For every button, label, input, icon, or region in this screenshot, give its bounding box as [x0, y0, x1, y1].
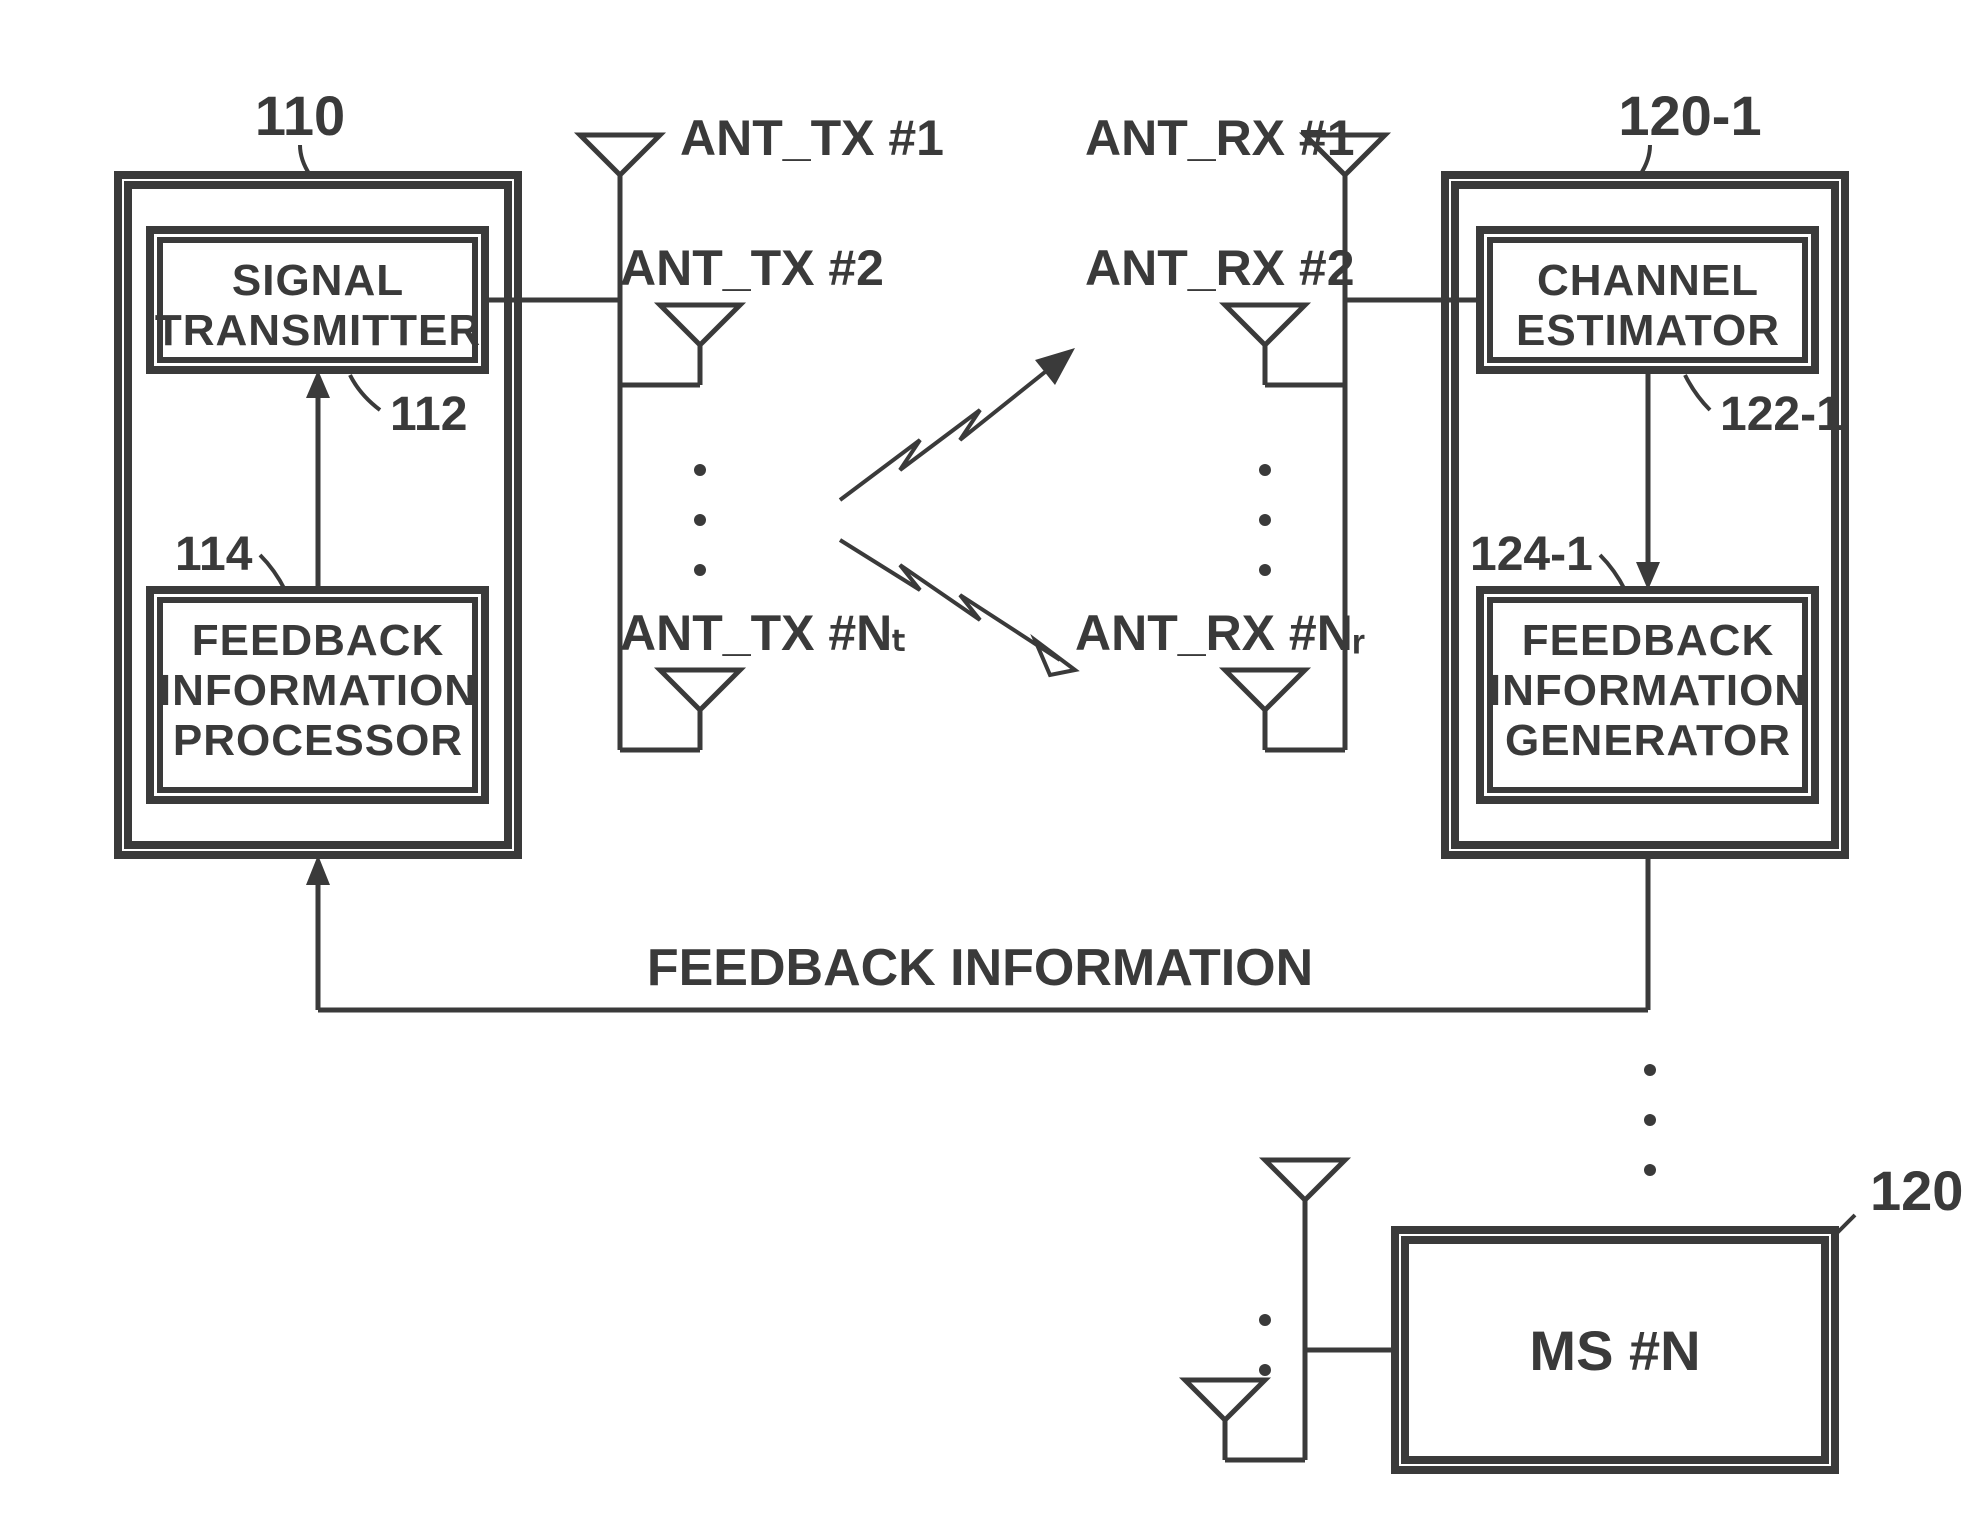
rx1-channel-estimator: CHANNEL ESTIMATOR 122-1	[1480, 230, 1843, 441]
tx-internal-arrow	[306, 370, 330, 590]
rx1-block2-line2: INFORMATION	[1489, 666, 1807, 715]
tx-antenna-n: ANT_TX #Nₜ	[620, 605, 907, 750]
tx-block2-line1: FEEDBACK	[192, 616, 444, 665]
tx-antN-label: ANT_TX #Nₜ	[620, 605, 907, 661]
rx1-block2-line1: FEEDBACK	[1522, 616, 1774, 665]
ms-n-ref: 120-N	[1870, 1159, 1963, 1222]
tx-block1-line1: SIGNAL	[232, 256, 404, 305]
rx1-block1-line2: ESTIMATOR	[1516, 306, 1780, 355]
feedback-label: FEEDBACK INFORMATION	[647, 939, 1313, 997]
tx-ant-dots	[694, 464, 706, 576]
tx-ant1-label: ANT_TX #1	[680, 110, 944, 166]
ms-n-box: MS #N 120-N	[1395, 1159, 1963, 1470]
tx-ref: 110	[255, 84, 345, 147]
ms-n-ant-dots	[1259, 1314, 1271, 1376]
tx-block1-ref: 112	[390, 388, 467, 441]
tx-antenna-2: ANT_TX #2	[620, 240, 884, 385]
feedback-path: FEEDBACK INFORMATION	[306, 855, 1648, 1010]
rx1-ref: 120-1	[1618, 84, 1761, 147]
ms-n-antenna-bus	[1305, 1240, 1395, 1460]
tx-block1-line2: TRANSMITTER	[155, 306, 481, 355]
tx-block2-ref: 114	[175, 528, 253, 581]
tx-antenna-1: ANT_TX #1	[580, 110, 944, 215]
tx-block2-line2: INFORMATION	[159, 666, 477, 715]
rx1-ant-dots	[1259, 464, 1271, 576]
rx1-block1-line1: CHANNEL	[1537, 256, 1759, 305]
rx1-antenna-2: ANT_RX #2	[1085, 240, 1355, 385]
rx1-internal-arrow	[1636, 370, 1660, 590]
rx1-antN-label: ANT_RX #Nᵣ	[1075, 605, 1365, 661]
rx1-antenna-1: ANT_RX #1	[1085, 110, 1385, 215]
ms-n-antenna-bottom	[1185, 1380, 1305, 1460]
rx1-ant1-label: ANT_RX #1	[1085, 110, 1355, 166]
ms-n-dots	[1644, 1064, 1656, 1176]
rx1-block2-ref: 124-1	[1470, 528, 1593, 581]
tx-ant2-label: ANT_TX #2	[620, 240, 884, 296]
rx1-antenna-bus	[1345, 215, 1480, 750]
rx1-block1-ref: 122-1	[1720, 388, 1843, 441]
rx1-ant2-label: ANT_RX #2	[1085, 240, 1355, 296]
ms-n-antenna-top	[1265, 1160, 1345, 1240]
ms-n-label: MS #N	[1529, 1319, 1700, 1382]
rx1-antenna-n: ANT_RX #Nᵣ	[1075, 605, 1365, 750]
tx-block2-line3: PROCESSOR	[173, 716, 463, 765]
rx1-block2-line3: GENERATOR	[1505, 716, 1791, 765]
wireless-arrow-up	[840, 348, 1075, 500]
